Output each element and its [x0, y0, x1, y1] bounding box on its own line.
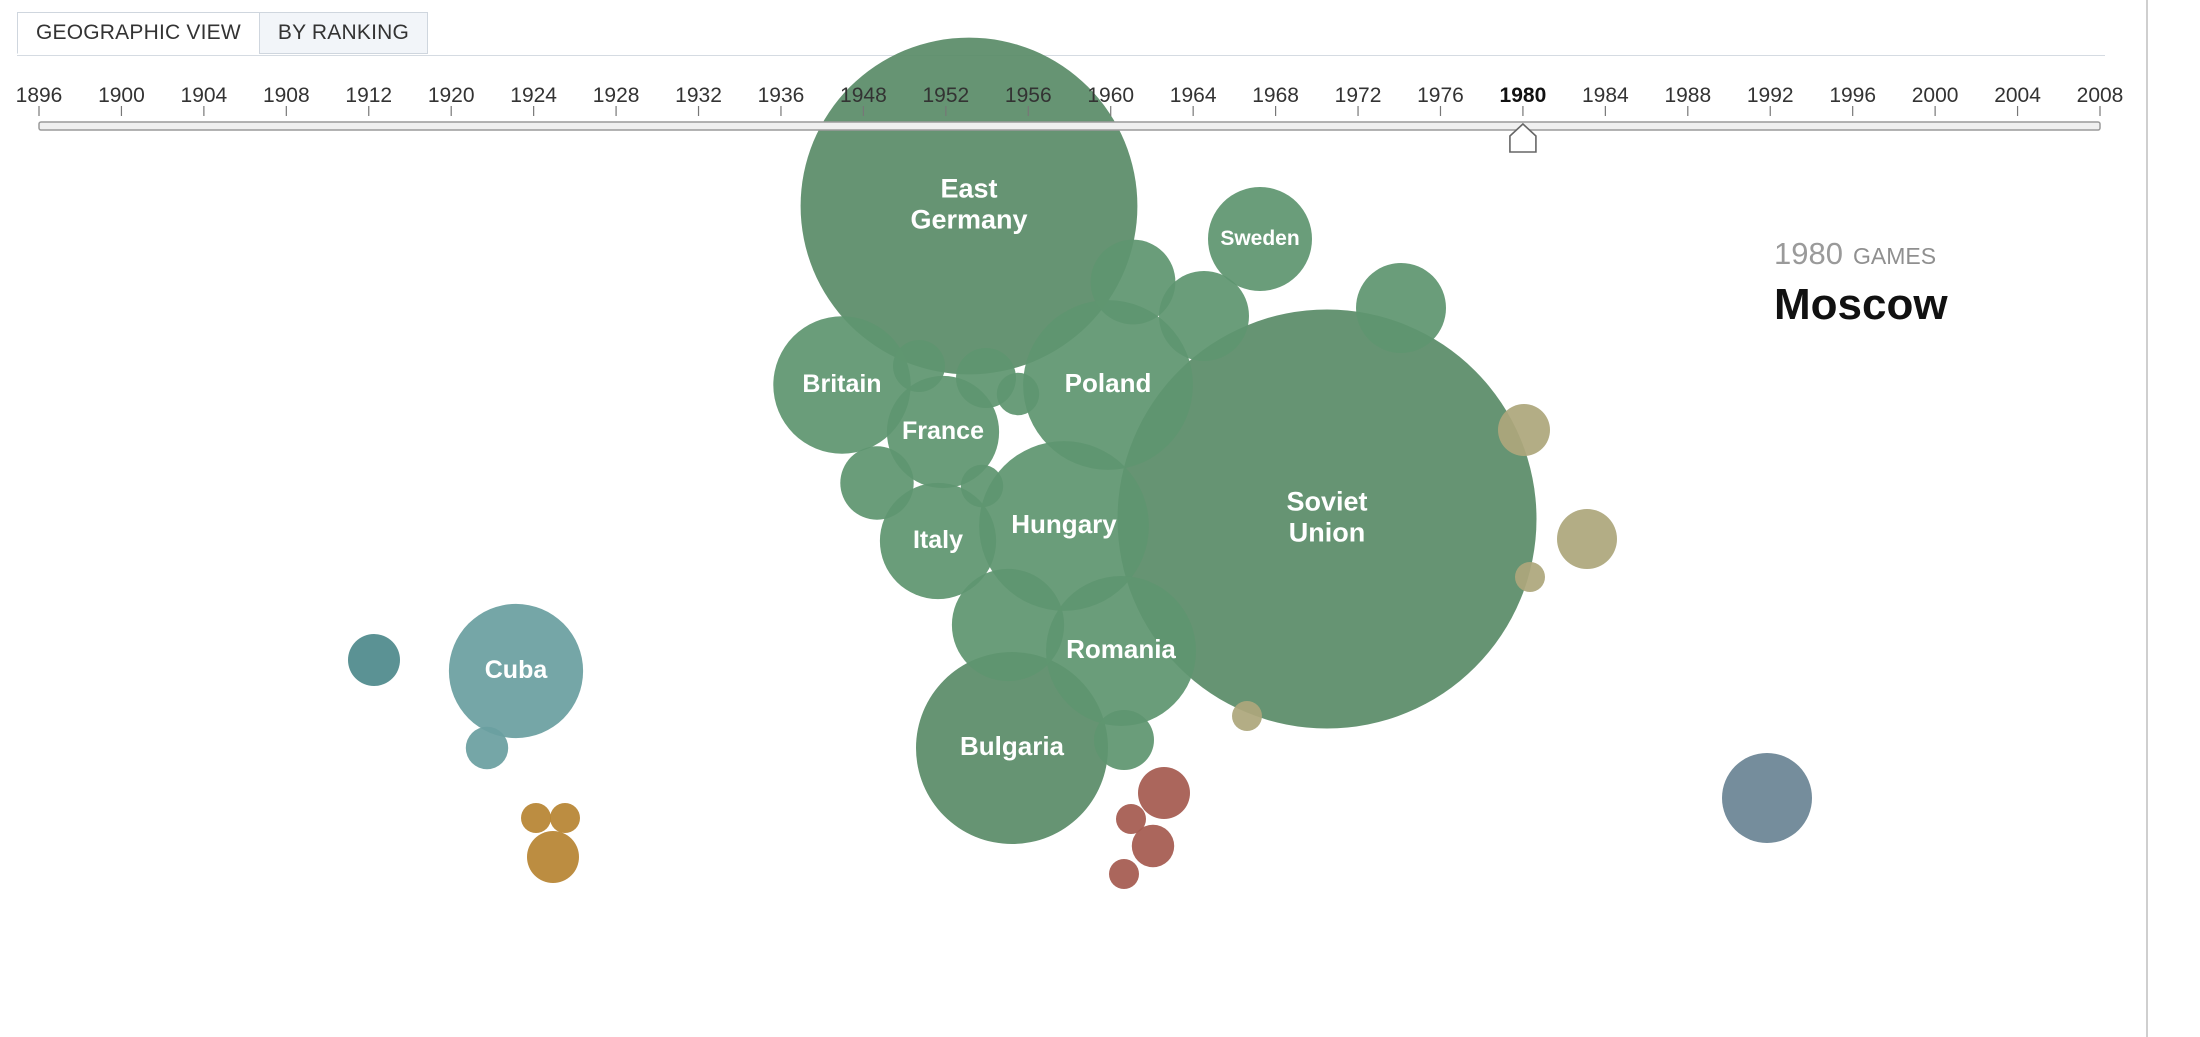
- year-tick-label-1936[interactable]: 1936: [758, 84, 805, 107]
- country-bubble-poland[interactable]: [1023, 300, 1193, 470]
- year-tick-label-1912[interactable]: 1912: [345, 84, 392, 107]
- year-timeline: 1896 1900 1904 1908 1912 1920 1924 1928 1932 1936…: [16, 84, 2124, 153]
- country-bubble-americas-26[interactable]: [465, 726, 509, 770]
- country-bubble-europe-10[interactable]: [951, 568, 1065, 682]
- year-tick-label-1992[interactable]: 1992: [1747, 84, 1794, 107]
- country-bubble-middle_east-31[interactable]: [1131, 824, 1175, 868]
- country-bubble-middle_east-33[interactable]: [1109, 859, 1139, 889]
- year-tick-label-1952[interactable]: 1952: [922, 84, 969, 107]
- country-bubble-middle_east-32[interactable]: [1116, 804, 1146, 834]
- country-bubble-bulgaria[interactable]: [916, 652, 1108, 844]
- country-bubble-asia-20[interactable]: [1498, 404, 1550, 456]
- country-bubble-americas_dark-25[interactable]: [348, 634, 400, 686]
- country-bubble-europe-16[interactable]: [893, 340, 945, 392]
- country-bubble-europe-12[interactable]: [1159, 271, 1249, 361]
- country-bubble-europe-19[interactable]: [960, 464, 1004, 508]
- country-bubble-romania[interactable]: [1046, 576, 1196, 726]
- country-bubble-africa-29[interactable]: [550, 803, 580, 833]
- country-bubble-cuba[interactable]: [448, 603, 584, 739]
- year-tick-label-2004[interactable]: 2004: [1994, 84, 2041, 107]
- year-tick-label-1908[interactable]: 1908: [263, 84, 310, 107]
- view-tabs: GEOGRAPHIC VIEW BY RANKING: [17, 12, 429, 56]
- country-bubble-britain[interactable]: [773, 316, 911, 454]
- year-tick-label-2008[interactable]: 2008: [2077, 84, 2124, 107]
- games-label: GAMES: [1852, 243, 1937, 269]
- year-tick-label-1948[interactable]: 1948: [840, 84, 887, 107]
- year-tick-label-1928[interactable]: 1928: [593, 84, 640, 107]
- country-bubble-sweden[interactable]: [1208, 187, 1312, 291]
- country-bubble-asia-21[interactable]: [1557, 509, 1617, 569]
- year-tick-label-1900[interactable]: 1900: [98, 84, 145, 107]
- year-tick-label-1996[interactable]: 1996: [1829, 84, 1876, 107]
- timeline-track[interactable]: [38, 121, 2101, 131]
- timeline-slider-handle[interactable]: [1509, 122, 1537, 153]
- year-tick-label-1960[interactable]: 1960: [1087, 84, 1134, 107]
- year-tick-label-1988[interactable]: 1988: [1664, 84, 1711, 107]
- country-bubble-soviet-union[interactable]: [1117, 309, 1537, 729]
- country-bubble-middle_east-30[interactable]: [1138, 767, 1190, 819]
- year-tick-label-1984[interactable]: 1984: [1582, 84, 1629, 107]
- year-tick-label-1920[interactable]: 1920: [428, 84, 475, 107]
- games-info: 1980 GAMES Moscow: [1774, 236, 2034, 330]
- year-tick-label-1896[interactable]: 1896: [16, 84, 63, 107]
- year-tick-label-1956[interactable]: 1956: [1005, 84, 1052, 107]
- year-tick-label-2000[interactable]: 2000: [1912, 84, 1959, 107]
- year-tick-label-1972[interactable]: 1972: [1335, 84, 1382, 107]
- year-tick-label-1932[interactable]: 1932: [675, 84, 722, 107]
- country-bubble-oceania-34[interactable]: [1722, 753, 1812, 843]
- country-bubble-hungary[interactable]: [979, 441, 1149, 611]
- country-bubble-africa-27[interactable]: [527, 831, 579, 883]
- year-tick-label-1968[interactable]: 1968: [1252, 84, 1299, 107]
- year-tick-label-1924[interactable]: 1924: [510, 84, 557, 107]
- year-tick-label-1976[interactable]: 1976: [1417, 84, 1464, 107]
- host-city: Moscow: [1774, 280, 1948, 329]
- country-bubble-asia-22[interactable]: [1515, 562, 1545, 592]
- panel-border: [2146, 0, 2148, 1037]
- country-bubble-europe-11[interactable]: [1090, 239, 1176, 325]
- country-bubble-asia-23[interactable]: [1232, 701, 1262, 731]
- year-tick-label-1904[interactable]: 1904: [181, 84, 228, 107]
- tab-geographic-view[interactable]: GEOGRAPHIC VIEW: [17, 12, 260, 54]
- tab-divider: [17, 55, 2105, 56]
- country-bubble-europe-17[interactable]: [996, 372, 1040, 416]
- tab-by-ranking[interactable]: BY RANKING: [258, 12, 429, 54]
- country-bubble-europe-14[interactable]: [840, 446, 914, 520]
- country-bubble-europe-18[interactable]: [1094, 710, 1154, 770]
- year-tick-label-1964[interactable]: 1964: [1170, 84, 1217, 107]
- country-bubble-europe-13[interactable]: [1356, 263, 1446, 353]
- year-tick-label-1980[interactable]: 1980: [1500, 84, 1547, 107]
- country-bubble-africa-28[interactable]: [521, 803, 551, 833]
- games-year: 1980: [1774, 236, 1843, 271]
- country-bubble-italy[interactable]: [879, 482, 997, 600]
